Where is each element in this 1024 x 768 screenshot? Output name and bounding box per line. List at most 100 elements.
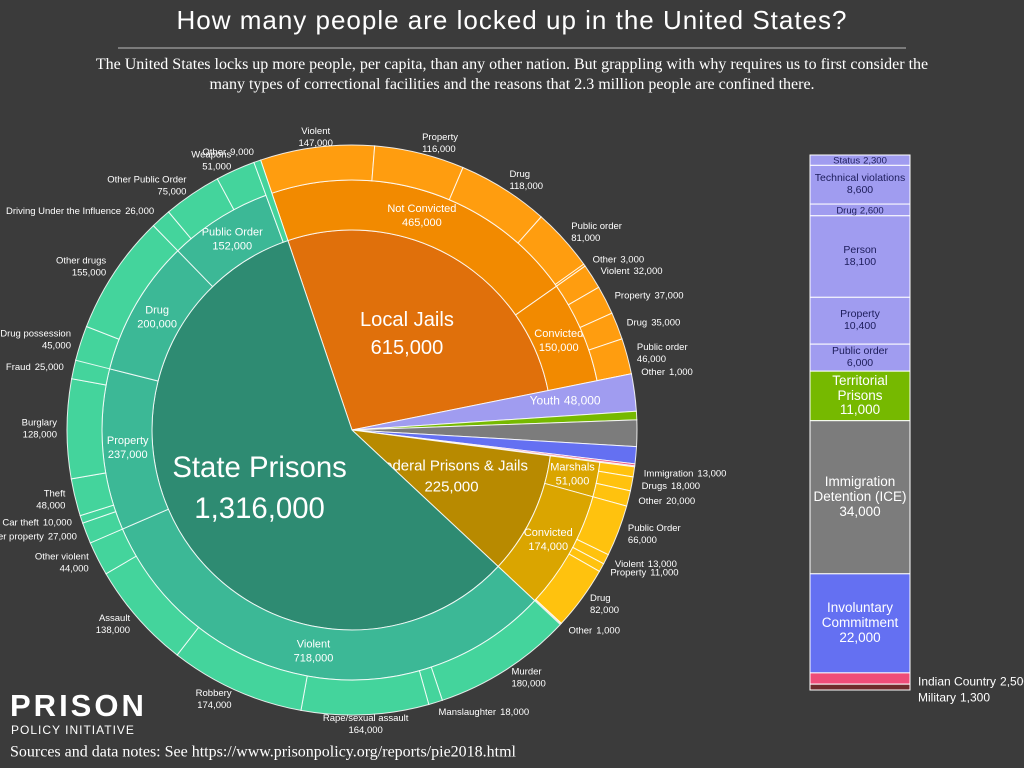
outer-label-value: 1,000 (669, 367, 693, 378)
outer-label-name: Other violent (35, 552, 89, 563)
outer-label-name: Public order (571, 221, 622, 232)
outer-label: Other property 27,000 (0, 531, 77, 542)
side-bar-label-value: 8,600 (846, 183, 874, 196)
outer-label-name: Driving Under the Influence (6, 206, 121, 217)
middle-label-name: Marshals (550, 462, 595, 474)
outer-label: Property 37,000 (615, 290, 684, 301)
middle-label-name: Property (107, 435, 149, 447)
outer-label-name: Drug (627, 317, 648, 328)
side-bar-label: Military 1,300 (918, 691, 990, 705)
outer-ring-slice (66, 378, 107, 480)
outer-label-value: 164,000 (348, 725, 382, 736)
outer-label-value: 32,000 (633, 266, 662, 277)
middle-label-name: Violent (297, 639, 330, 651)
side-bar-label-name: Involuntary Commitment (821, 600, 899, 630)
outer-label: Violent 32,000 (601, 266, 663, 277)
side-bar-label: Status 2,300 (833, 155, 887, 166)
outer-label-name: Murder (511, 667, 541, 678)
outer-label-value: 174,000 (197, 700, 231, 711)
outer-label-value: 18,000 (500, 707, 529, 718)
outer-label-value: 35,000 (651, 317, 680, 328)
middle-label-name: Not Convicted (387, 203, 456, 215)
outer-label-name: Manslaughter (439, 707, 497, 718)
outer-label-name: Burglary (22, 417, 58, 428)
side-bar-label-name: Indian Country (918, 675, 996, 689)
outer-label-name: Drug (509, 169, 530, 180)
side-bar-label-name: Status (833, 155, 860, 166)
outer-label-name: Other drugs (56, 255, 106, 266)
outer-label-value: 118,000 (509, 181, 543, 192)
side-bar-label-value: 2,500 (1000, 675, 1024, 689)
outer-label-name: Other (641, 367, 665, 378)
middle-label-name: Public Order (202, 226, 263, 238)
outer-label-value: 3,000 (620, 254, 644, 265)
outer-label: Car theft 10,000 (2, 517, 72, 528)
outer-label-value: 1,000 (596, 625, 620, 636)
outer-label: Other 3,000 (593, 254, 645, 265)
outer-label-name: Immigration (644, 468, 694, 479)
outer-label-value: 18,000 (671, 480, 700, 491)
side-bar-label: Drug 2,600 (836, 205, 883, 216)
pie-label-name: Local Jails (360, 309, 454, 331)
outer-label-name: Violent (301, 126, 330, 137)
outer-ring-slice (253, 159, 289, 243)
outer-label: Property 11,000 (610, 567, 678, 578)
middle-label-value: 237,000 (108, 449, 148, 461)
outer-label-name: Drug possession (0, 329, 71, 340)
outer-label-value: 11,000 (650, 567, 678, 578)
outer-label-name: Other (202, 146, 226, 157)
middle-label-value: 465,000 (402, 217, 442, 229)
side-bar-label-value: 2,300 (863, 155, 887, 166)
outer-label: Other 9,000 (202, 146, 254, 157)
outer-label-name: Assault (99, 613, 131, 624)
pie-label-value: 615,000 (371, 337, 444, 359)
outer-label-value: 26,000 (125, 206, 154, 217)
pie-label-name: State Prisons (172, 451, 347, 484)
outer-label-value: 46,000 (637, 354, 666, 365)
side-bar-label: Immigration Detention (ICE) 34,000 (812, 421, 908, 574)
outer-label-value: 138,000 (96, 625, 130, 636)
outer-label: Drugs 18,000 (642, 480, 700, 491)
outer-label-name: Other (593, 254, 617, 265)
outer-label-value: 13,000 (648, 558, 677, 569)
logo-line2: POLICY INITIATIVE (11, 723, 135, 737)
pie-label-name: Federal Prisons & Jails (375, 457, 528, 474)
outer-label: Fraud 25,000 (6, 361, 64, 372)
outer-label-value: 25,000 (35, 361, 64, 372)
outer-label-name: Other property (0, 531, 44, 542)
middle-label-value: 51,000 (556, 476, 590, 488)
outer-label-value: 128,000 (23, 429, 57, 440)
side-bar-label-name: Property (840, 308, 880, 321)
source-note: Sources and data notes: See https://www.… (10, 744, 517, 761)
middle-label-value: 718,000 (294, 653, 334, 665)
outer-label: Driving Under the Influence 26,000 (6, 206, 154, 217)
side-bar-label: Person 18,100 (812, 216, 908, 298)
pie-label: Youth 48,000 (530, 394, 601, 408)
pie-label-value: 225,000 (424, 478, 478, 495)
side-bar-label-name: Military (918, 691, 956, 705)
outer-label-name: Drug (590, 593, 611, 604)
side-bar-label: Involuntary Commitment 22,000 (812, 574, 908, 673)
outer-label-name: Car theft (2, 517, 39, 528)
side-bar-segment (809, 683, 911, 691)
side-bar-label: Indian Country 2,500 (918, 675, 1024, 689)
outer-label-name: Rape/sexual assault (323, 713, 409, 724)
outer-label-value: 75,000 (157, 186, 186, 197)
outer-label-value: 9,000 (230, 146, 254, 157)
outer-label-value: 27,000 (48, 531, 77, 542)
outer-label-name: Other (568, 625, 592, 636)
outer-label-value: 48,000 (36, 500, 65, 511)
middle-label-value: 150,000 (539, 342, 579, 354)
side-bar-label-name: Technical violations (814, 172, 906, 185)
outer-label: Immigration 13,000 (644, 468, 727, 479)
outer-label-value: 155,000 (72, 267, 106, 278)
side-bar-label-name: Immigration Detention (ICE) (813, 473, 907, 504)
middle-label-value: 152,000 (212, 240, 252, 252)
outer-label: Other 1,000 (641, 367, 693, 378)
outer-label-value: 13,000 (697, 468, 726, 479)
